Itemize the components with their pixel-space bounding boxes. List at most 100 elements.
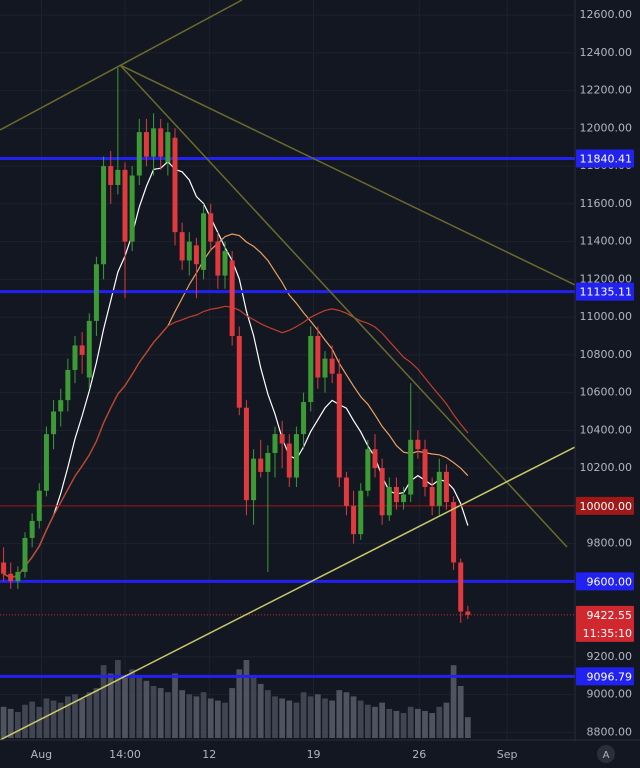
candle-body [372, 449, 378, 469]
candle-body [429, 486, 435, 506]
volume-bar [136, 677, 143, 738]
candle-body [158, 128, 164, 157]
candle-body [165, 132, 171, 163]
candle-body [436, 471, 442, 506]
volume-bar [307, 696, 314, 738]
candle-body [236, 335, 242, 408]
candle-body [465, 611, 471, 615]
candle-body [36, 490, 42, 521]
volume-bar [393, 710, 400, 738]
candle-body [336, 373, 342, 478]
price-tag [576, 149, 634, 168]
candle-body [22, 537, 28, 572]
volume-bar [400, 713, 407, 738]
candle-body [72, 345, 78, 370]
volume-bar [436, 706, 443, 738]
candle-body [51, 411, 57, 435]
y-tick-label: 10400.00 [580, 423, 633, 436]
x-tick-label: 26 [412, 748, 426, 761]
y-tick-label: 12000.00 [580, 121, 633, 134]
volume-bar [86, 692, 93, 738]
candle-body [422, 449, 428, 487]
candle-body [29, 520, 35, 538]
candle-body [358, 490, 364, 535]
candle-body [408, 439, 414, 495]
candles [1, 67, 471, 623]
volume-bar [107, 673, 114, 738]
y-tick-label: 12600.00 [580, 8, 633, 21]
volume-bar [0, 706, 7, 738]
candle-body [151, 128, 157, 157]
volume-bar [79, 698, 85, 738]
candle-body [458, 562, 464, 612]
candle-body [258, 458, 264, 472]
volume-bar [465, 717, 471, 738]
volume-bar [429, 713, 435, 738]
y-tick-label: 10200.00 [580, 461, 633, 474]
volume-bar [143, 680, 150, 738]
candle-body [301, 402, 307, 435]
volume-bar [300, 692, 307, 738]
trendline [119, 64, 575, 286]
volume-bar [72, 694, 78, 738]
volume-bar [15, 712, 21, 738]
last-price-tag [576, 605, 634, 642]
candle-body [179, 232, 185, 261]
candle-body [58, 400, 64, 412]
volume-bar [165, 692, 171, 738]
volume-bar [257, 683, 264, 738]
candle-body [443, 471, 449, 503]
candle-body [286, 443, 292, 478]
y-tick-label: 12200.00 [580, 84, 633, 97]
volume-bar [422, 710, 428, 738]
candle-body [101, 166, 107, 265]
y-tick-label: 11400.00 [580, 235, 633, 248]
candle-body [315, 335, 321, 378]
candle-body [322, 358, 328, 378]
candle-body [265, 452, 271, 472]
volume-bar [457, 686, 464, 738]
volume-bar [407, 706, 414, 738]
price-tag [576, 667, 634, 686]
price-tag [576, 496, 634, 515]
autoscale-circle[interactable] [597, 745, 615, 763]
candle-body [415, 439, 421, 450]
x-tick-label: Aug [31, 748, 52, 761]
candle-body [172, 137, 178, 233]
volume-bar [315, 694, 321, 738]
x-tick-label: 14:00 [109, 748, 141, 761]
candle-body [1, 562, 7, 574]
candle-body [386, 486, 392, 516]
volume-bar [222, 702, 228, 738]
price-tag-label: 9600.00 [587, 575, 633, 588]
volume-bar [379, 702, 385, 738]
x-tick-label: Sep [497, 748, 518, 761]
autoscale-label[interactable]: A [603, 750, 610, 761]
volume-bar [336, 690, 343, 738]
candle-body [272, 434, 278, 453]
candle-body [79, 345, 85, 355]
volume-bar [150, 686, 157, 738]
volume-bar [43, 698, 50, 738]
countdown: 11:35:10 [583, 627, 632, 640]
candle-body [279, 434, 285, 444]
price-tag [576, 572, 634, 591]
candle-body [136, 132, 142, 176]
autoscale-button[interactable]: A [597, 745, 615, 763]
axis-labels: 12600.0012400.0012200.0012000.0011800.00… [31, 8, 632, 761]
price-tag-label: 9096.79 [587, 670, 633, 683]
volume-bar [357, 700, 364, 738]
y-tick-label: 11600.00 [580, 197, 633, 210]
y-tick-label: 9800.00 [587, 537, 633, 550]
volume-bar [193, 696, 200, 738]
y-tick-label: 11000.00 [580, 310, 633, 323]
volume-bar [200, 692, 207, 738]
y-tick-label: 9000.00 [587, 688, 633, 701]
volume-bar [350, 696, 357, 738]
volume-bar [329, 700, 335, 738]
candle-body [15, 571, 21, 582]
y-tick-label: 10600.00 [580, 386, 633, 399]
candle-body [86, 320, 92, 378]
